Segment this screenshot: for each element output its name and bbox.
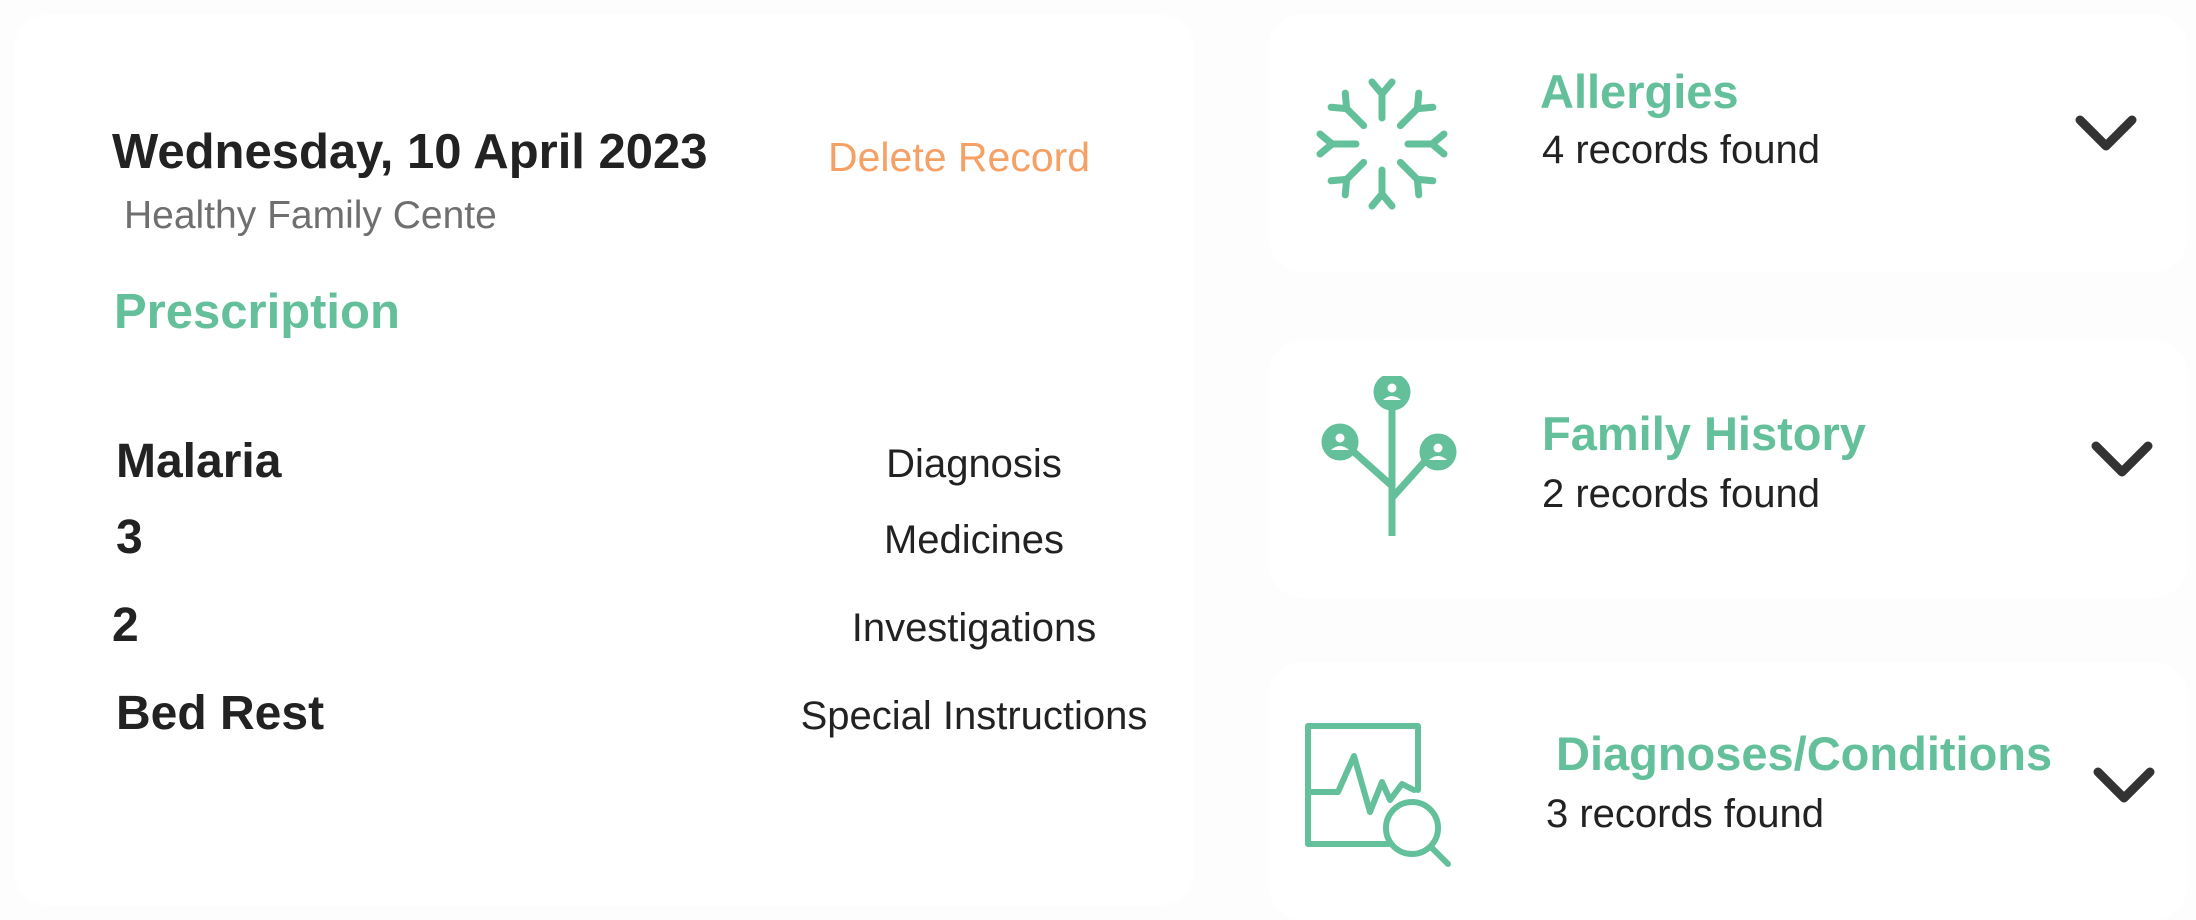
diagnosis-value: Malaria [116, 435, 282, 488]
chevron-down-icon[interactable] [2092, 766, 2156, 806]
family-tree-icon [1318, 373, 1458, 541]
chevron-down-icon[interactable] [2074, 114, 2138, 154]
medicines-label: Medicines [883, 518, 1065, 562]
allergies-card[interactable]: Allergies 4 records found [1268, 14, 2188, 272]
health-center-name: Healthy Family Cente [124, 194, 497, 237]
category-title: Allergies [1540, 65, 1739, 118]
investigations-label: Investigations [851, 606, 1097, 650]
medicines-value: 3 [116, 511, 143, 564]
category-title: Family History [1542, 407, 1866, 460]
investigations-value: 2 [112, 599, 139, 652]
family-history-card[interactable]: Family History 2 records found [1268, 340, 2188, 598]
delete-record-button[interactable]: Delete Record [828, 134, 1091, 180]
instructions-value: Bed Rest [116, 687, 325, 740]
category-title: Diagnoses/Conditions [1556, 727, 2053, 780]
diagnosis-label: Diagnosis [886, 442, 1062, 486]
category-count: 3 records found [1546, 792, 1824, 836]
record-card: Wednesday, 10 April 2023 Delete Record H… [14, 14, 1194, 906]
category-count: 2 records found [1542, 472, 1820, 516]
instructions-label: Special Instructions [800, 694, 1148, 738]
diagnosis-chart-icon [1304, 720, 1454, 875]
record-date: Wednesday, 10 April 2023 [112, 125, 708, 179]
allergy-icon [1302, 64, 1462, 229]
diagnoses-card[interactable]: Diagnoses/Conditions 3 records found [1268, 662, 2188, 920]
section-title: Prescription [114, 285, 400, 339]
chevron-down-icon[interactable] [2090, 440, 2154, 480]
category-count: 4 records found [1542, 128, 1820, 172]
